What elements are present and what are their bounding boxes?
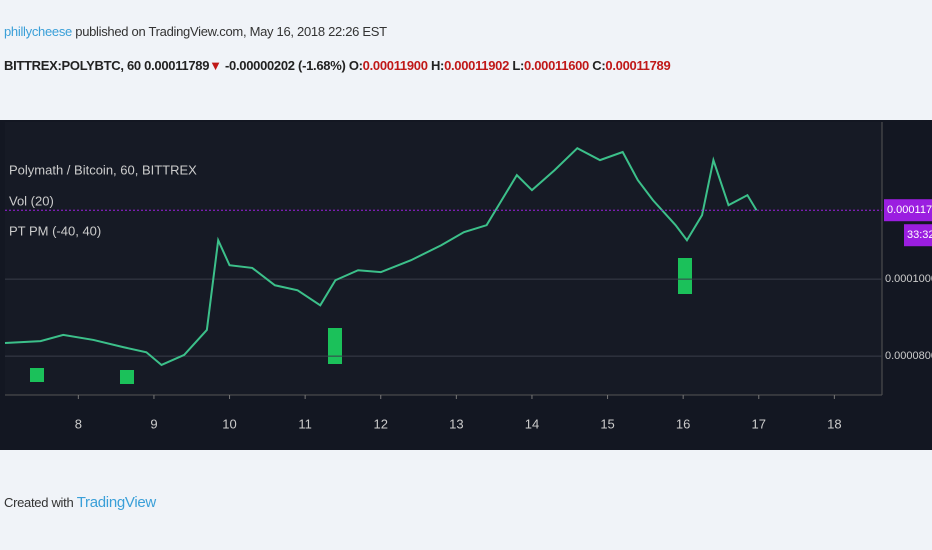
change: -0.00000202 (-1.68%): [225, 58, 346, 73]
countdown: 33:32: [907, 229, 932, 241]
open: 0.00011900: [362, 58, 428, 73]
indicator: PT PM (-40, 40): [9, 223, 101, 238]
x-tick-label: 9: [150, 416, 157, 431]
created: Created with: [4, 495, 74, 510]
author[interactable]: phillycheese: [4, 24, 72, 39]
chart: Polymath / Bitcoin, 60, BITTREX Vol (20)…: [0, 120, 932, 450]
footer: Created with TradingView: [4, 494, 156, 511]
x-tick-label: 14: [525, 416, 539, 431]
x-tick-label: 8: [75, 416, 82, 431]
countdown-bg: [904, 224, 932, 247]
high: 0.00011902: [444, 58, 510, 73]
price-line: [4, 146, 758, 367]
o-label: O:: [348, 58, 363, 73]
x-tick-label: 10: [222, 416, 236, 431]
h-label: H:: [430, 58, 445, 73]
close: 0.00011789: [605, 58, 671, 73]
chart-title: Polymath / Bitcoin, 60, BITTREX: [9, 162, 197, 177]
indicator: Vol (20): [9, 193, 54, 208]
c-label: C:: [592, 58, 606, 73]
x-tick-label: 15: [600, 416, 614, 431]
ticker: BITTREX:POLYBTC, 60 0.00011789▼ -0.00000…: [4, 58, 671, 73]
header: phillycheese published on TradingView.co…: [4, 24, 387, 39]
plot-bg: [5, 122, 882, 395]
x-tick-label: 18: [827, 416, 841, 431]
arrow: ▼: [209, 58, 222, 73]
low: 0.00011600: [524, 58, 589, 73]
y-tick-label: 0.00008000: [885, 350, 932, 362]
last: 0.00011789: [144, 58, 210, 73]
signal: [30, 368, 44, 382]
x-tick-label: 13: [449, 416, 463, 431]
brand[interactable]: TradingView: [76, 494, 157, 511]
y-tick-label: 0.00010000: [885, 273, 932, 285]
published: published on TradingView.com, May 16, 20…: [75, 24, 387, 39]
price-label-bg: [884, 199, 932, 222]
x-tick-label: 16: [676, 416, 690, 431]
x-tick-label: 17: [752, 416, 766, 431]
x-tick-label: 11: [298, 416, 312, 431]
l-label: L:: [512, 58, 525, 73]
signal: [328, 328, 342, 364]
price-label: 0.00011789: [887, 204, 932, 216]
x-tick-label: 12: [374, 416, 388, 431]
signal: [678, 258, 692, 294]
symbol: BITTREX:POLYBTC, 60: [4, 58, 141, 73]
signal: [120, 370, 134, 384]
